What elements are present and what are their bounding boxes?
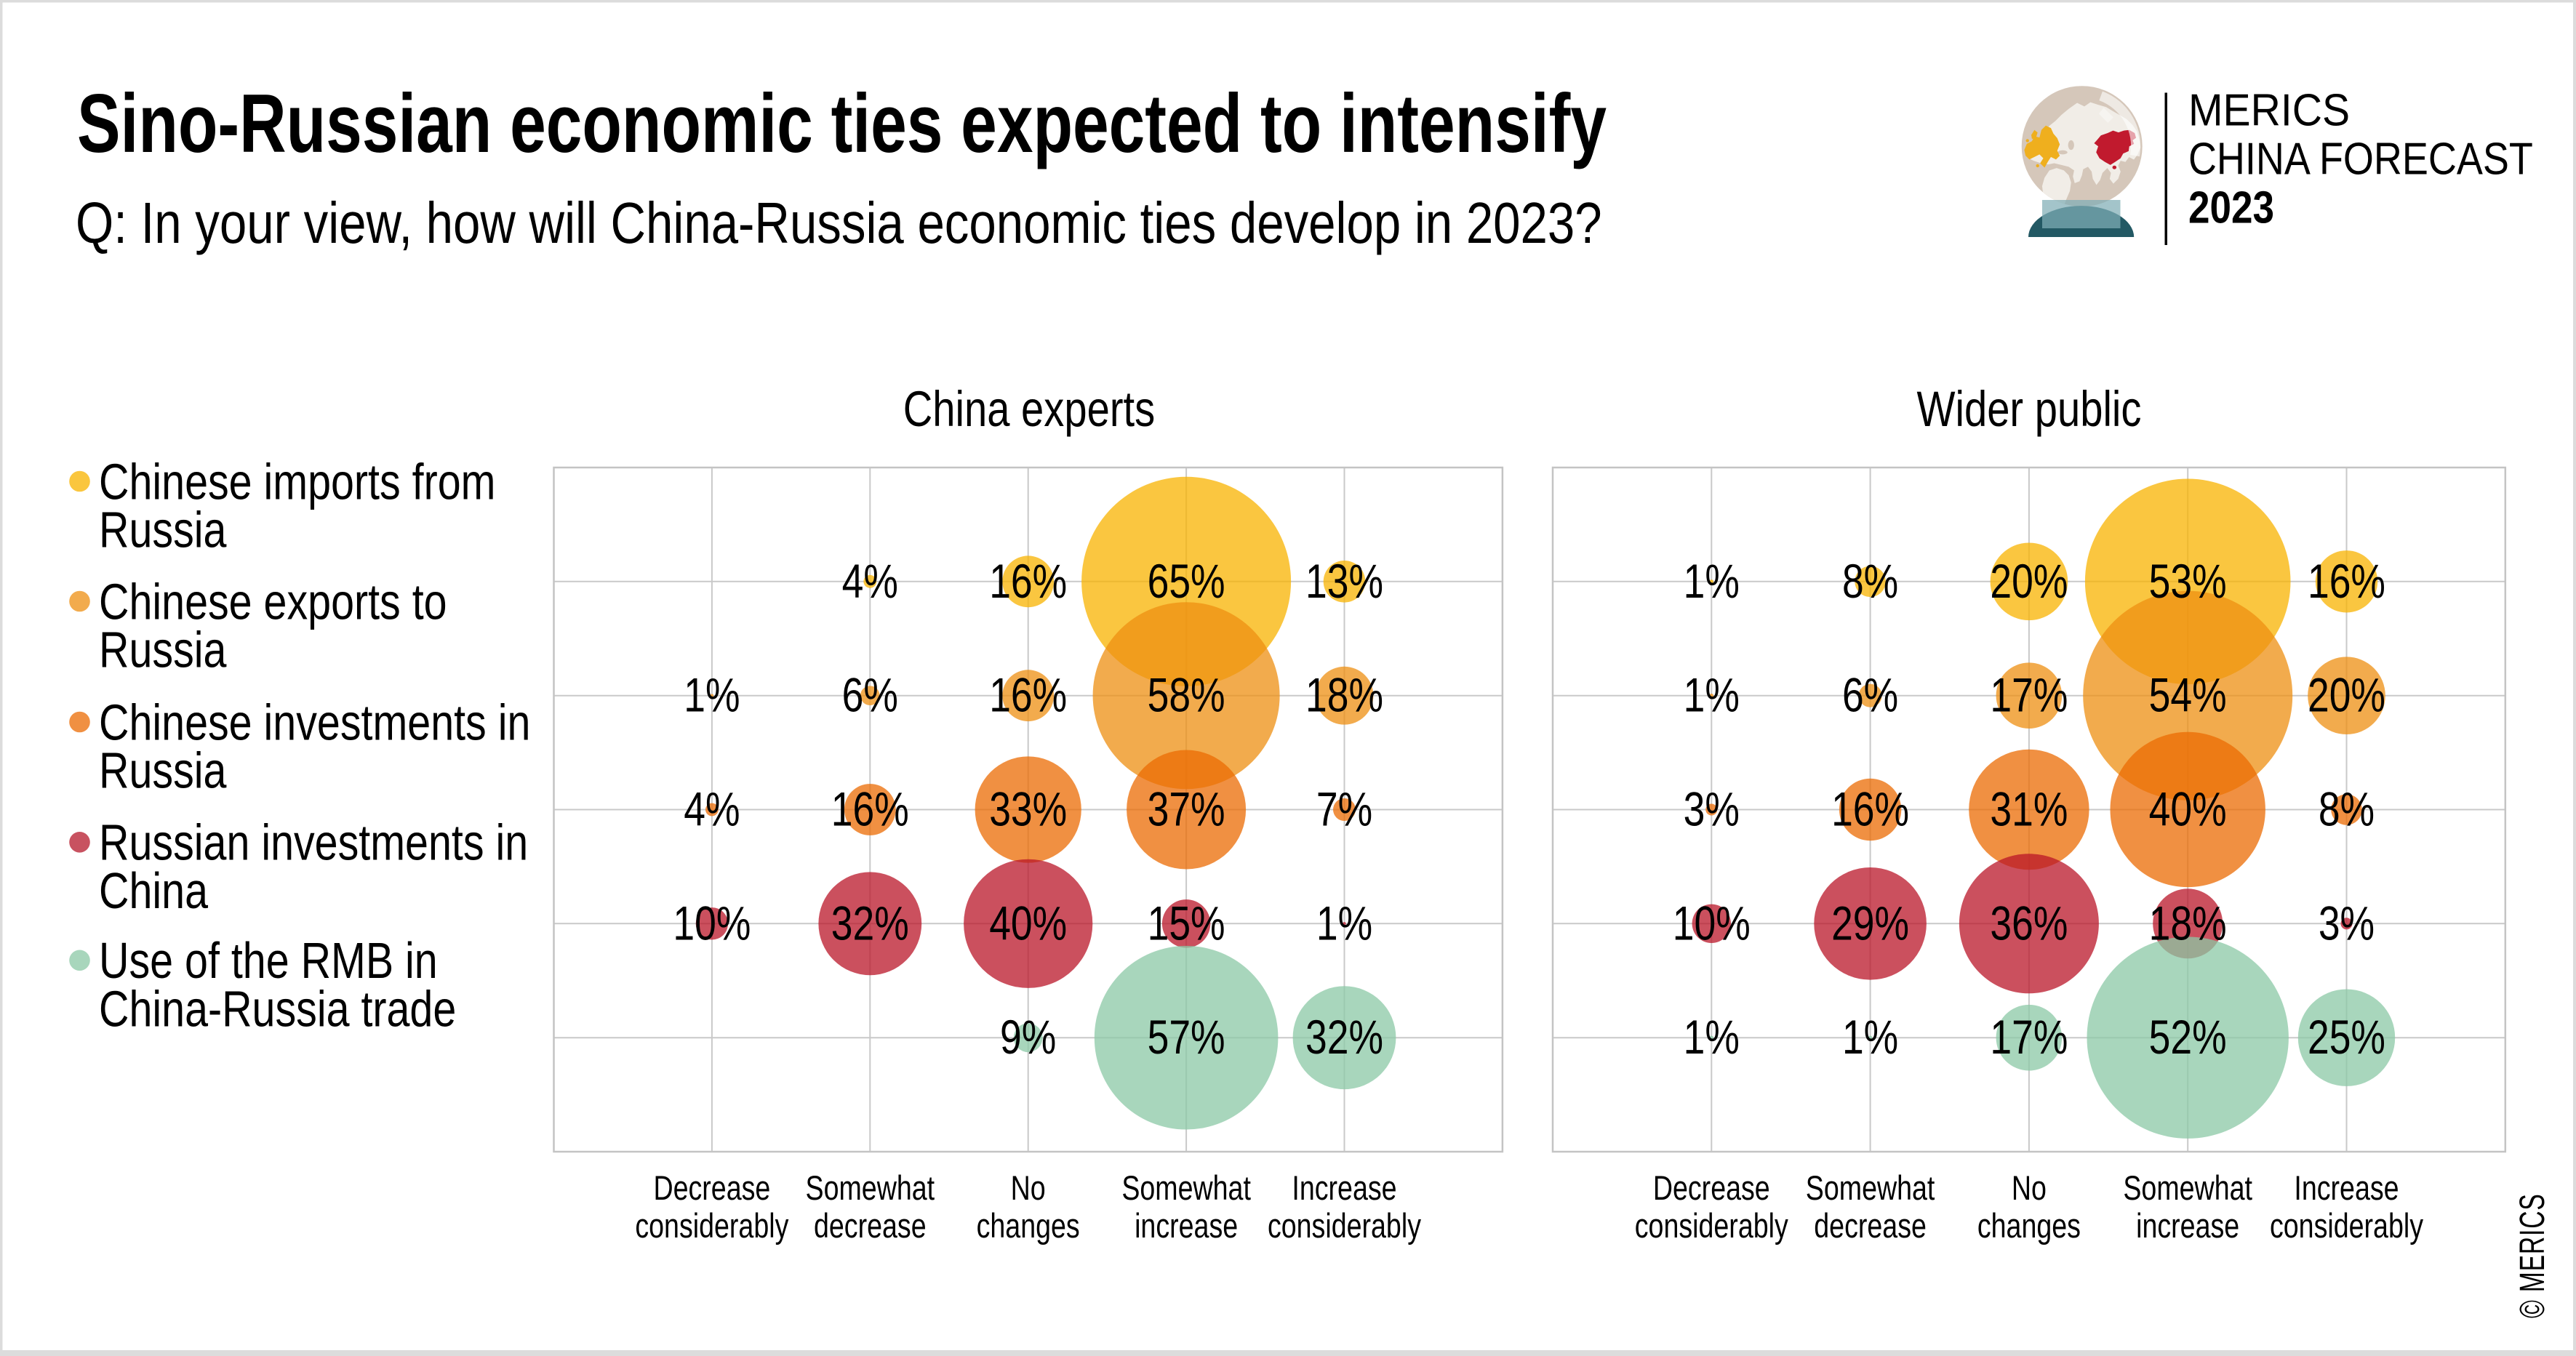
svg-text:32%: 32% [1305,1011,1383,1064]
svg-text:1%: 1% [1842,1011,1898,1064]
svg-text:58%: 58% [1148,668,1225,722]
svg-text:changes: changes [1977,1207,2081,1245]
svg-text:MERICS: MERICS [2188,84,2350,135]
svg-text:36%: 36% [1990,896,2068,950]
svg-text:No: No [2012,1169,2047,1208]
svg-text:decrease: decrease [1814,1207,1927,1245]
svg-text:16%: 16% [989,554,1067,608]
svg-text:32%: 32% [831,896,909,950]
svg-text:changes: changes [977,1207,1080,1245]
svg-text:1%: 1% [1316,896,1372,950]
svg-text:16%: 16% [1831,782,1909,836]
svg-text:29%: 29% [1831,896,1909,950]
svg-text:4%: 4% [842,554,898,608]
svg-text:Chinese investments in: Chinese investments in [99,694,530,751]
svg-text:7%: 7% [1316,782,1372,836]
svg-text:Somewhat: Somewhat [2123,1169,2252,1208]
svg-text:2023: 2023 [2188,183,2274,233]
svg-text:1%: 1% [1684,554,1740,608]
svg-text:Chinese exports to: Chinese exports to [99,573,447,630]
svg-text:9%: 9% [1000,1011,1056,1064]
svg-text:Q: In your view, how will Chin: Q: In your view, how will China-Russia e… [76,190,1602,255]
svg-text:57%: 57% [1148,1011,1225,1064]
svg-text:10%: 10% [673,896,751,950]
svg-text:17%: 17% [1990,1011,2068,1064]
svg-text:20%: 20% [1990,554,2068,608]
svg-text:Wider public: Wider public [1916,382,2141,438]
svg-text:16%: 16% [989,668,1067,722]
svg-text:considerably: considerably [1635,1207,1789,1245]
svg-text:40%: 40% [2149,782,2227,836]
svg-text:13%: 13% [1305,554,1383,608]
svg-text:© MERICS: © MERICS [2512,1194,2551,1318]
svg-text:4%: 4% [684,782,740,836]
svg-text:Somewhat: Somewhat [806,1169,935,1208]
svg-text:Decrease: Decrease [1653,1169,1770,1208]
svg-text:6%: 6% [1842,668,1898,722]
svg-text:3%: 3% [2319,896,2375,950]
svg-text:8%: 8% [1842,554,1898,608]
svg-text:6%: 6% [842,668,898,722]
svg-text:31%: 31% [1990,782,2068,836]
svg-text:Decrease: Decrease [653,1169,770,1208]
svg-text:17%: 17% [1990,668,2068,722]
svg-text:Chinese imports from: Chinese imports from [99,453,495,510]
svg-text:25%: 25% [2308,1011,2385,1064]
svg-text:1%: 1% [1684,668,1740,722]
svg-text:40%: 40% [989,896,1067,950]
svg-text:20%: 20% [2308,668,2385,722]
svg-text:Russia: Russia [99,501,227,558]
svg-text:Sino-Russian economic ties exp: Sino-Russian economic ties expected to i… [77,76,1607,169]
svg-text:decrease: decrease [814,1207,927,1245]
svg-text:increase: increase [1135,1207,1238,1245]
svg-text:1%: 1% [684,668,740,722]
svg-text:15%: 15% [1148,896,1225,950]
svg-text:33%: 33% [989,782,1067,836]
svg-text:CHINA FORECAST: CHINA FORECAST [2188,134,2533,184]
svg-text:China experts: China experts [903,382,1156,438]
svg-text:10%: 10% [1673,896,1751,950]
svg-text:65%: 65% [1148,554,1225,608]
svg-text:54%: 54% [2149,668,2227,722]
svg-text:Russia: Russia [99,621,227,678]
svg-text:18%: 18% [1305,668,1383,722]
svg-text:considerably: considerably [1268,1207,1422,1245]
svg-text:increase: increase [2136,1207,2239,1245]
svg-text:52%: 52% [2149,1011,2227,1064]
svg-text:considerably: considerably [2270,1207,2424,1245]
svg-text:37%: 37% [1148,782,1225,836]
svg-text:53%: 53% [2149,554,2227,608]
svg-text:Russia: Russia [99,742,227,799]
svg-text:16%: 16% [831,782,909,836]
svg-text:considerably: considerably [635,1207,789,1245]
svg-text:1%: 1% [1684,1011,1740,1064]
svg-text:Russian investments in: Russian investments in [99,814,528,871]
svg-text:Increase: Increase [2294,1169,2399,1208]
svg-text:3%: 3% [1684,782,1740,836]
svg-text:Increase: Increase [1292,1169,1396,1208]
svg-text:18%: 18% [2149,896,2227,950]
svg-text:China: China [99,862,208,920]
svg-text:No: No [1011,1169,1046,1208]
svg-text:Somewhat: Somewhat [1121,1169,1251,1208]
svg-text:Use of the RMB in: Use of the RMB in [99,932,438,990]
svg-text:16%: 16% [2308,554,2385,608]
svg-text:Somewhat: Somewhat [1806,1169,1935,1208]
svg-text:8%: 8% [2319,782,2375,836]
svg-text:China-Russia trade: China-Russia trade [99,980,456,1038]
